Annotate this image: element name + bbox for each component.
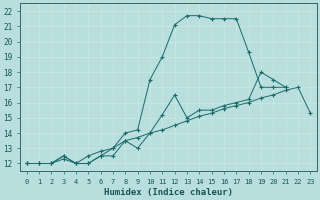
X-axis label: Humidex (Indice chaleur): Humidex (Indice chaleur) <box>104 188 233 197</box>
